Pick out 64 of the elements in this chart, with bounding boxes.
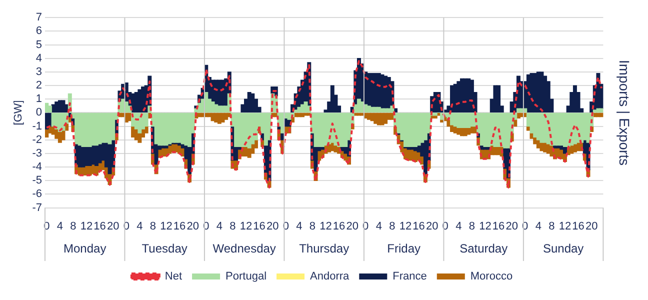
text: Saturday	[460, 241, 508, 256]
y-tick-label: 6	[36, 25, 42, 38]
x-tick-label: 12	[479, 220, 492, 232]
x-tick-label: 8	[150, 220, 156, 232]
x-tick-label: 12	[320, 220, 332, 232]
x-tick-label: 16	[332, 220, 346, 232]
y-tick-label: 5	[36, 38, 42, 51]
x-tick-label: 16	[253, 220, 266, 232]
y-tick-label: -5	[32, 174, 42, 187]
y-tick-label: -1	[32, 120, 42, 132]
text: Thursday	[299, 241, 350, 256]
x-tick-label: 4	[535, 220, 542, 232]
x-tick-label: 8	[468, 220, 476, 232]
text: Friday	[387, 241, 421, 256]
y-tick-label: 4	[36, 52, 42, 64]
x-tick-label: 16	[412, 220, 425, 232]
x-tick-label: 12	[558, 220, 572, 232]
x-tick-label: 8	[389, 220, 396, 232]
x-tick-label: 20	[585, 220, 598, 232]
y-tick-label: 7	[36, 12, 42, 24]
y2-axis-title: Imports | Exports	[616, 60, 633, 166]
x-tick-label: 4	[56, 220, 63, 232]
x-tick-label: 20	[266, 220, 279, 232]
y-tick-label: -6	[32, 188, 42, 200]
x-tick-label: 8	[230, 220, 236, 232]
y-tick-label: 1	[36, 93, 42, 106]
x-tick-label: 20	[186, 220, 199, 232]
legend-label: France	[392, 270, 427, 283]
x-tick-label: 20	[426, 220, 438, 232]
x-tick-label: 12	[160, 220, 172, 232]
y-tick-label: 2	[36, 80, 42, 92]
legend-label: Net	[164, 270, 182, 283]
legend-label: Morocco	[470, 270, 513, 283]
x-tick-label: 12	[80, 220, 93, 232]
x-tick-label: 16	[94, 220, 106, 232]
text: Wednesday	[212, 241, 276, 256]
y-tick-label: 3	[36, 66, 42, 78]
text: Tuesday	[142, 241, 188, 256]
legend-label: Andorra	[310, 270, 350, 283]
x-tick-label: 8	[70, 220, 76, 232]
x-tick-label: 16	[173, 220, 186, 232]
x-tick-label: 4	[216, 220, 222, 232]
x-tick-label: 8	[548, 220, 555, 232]
y-axis-title: [GW]	[12, 100, 25, 126]
x-tick-label: 16	[492, 220, 505, 232]
text: Sunday	[542, 241, 584, 256]
x-tick-label: 4	[136, 220, 143, 232]
y-tick-label: -2	[32, 134, 42, 146]
x-tick-label: 4	[456, 220, 462, 232]
x-tick-label: 4	[376, 220, 382, 232]
y-tick-label: 0	[36, 106, 42, 119]
y-tick-label: -4	[32, 161, 42, 174]
x-tick-label: 20	[346, 220, 358, 232]
x-tick-label: 12	[240, 220, 252, 232]
y-tick-label: -7	[32, 202, 42, 214]
text: Monday	[64, 241, 106, 256]
x-tick-label: 20	[506, 220, 518, 232]
legend-label: Portugal	[226, 270, 267, 283]
x-tick-label: 12	[399, 220, 412, 232]
x-tick-label: 16	[572, 220, 584, 232]
x-tick-label: 8	[309, 220, 316, 232]
x-tick-label: 4	[296, 220, 302, 232]
x-tick-label: 20	[106, 220, 120, 232]
y-tick-label: -3	[32, 147, 42, 160]
